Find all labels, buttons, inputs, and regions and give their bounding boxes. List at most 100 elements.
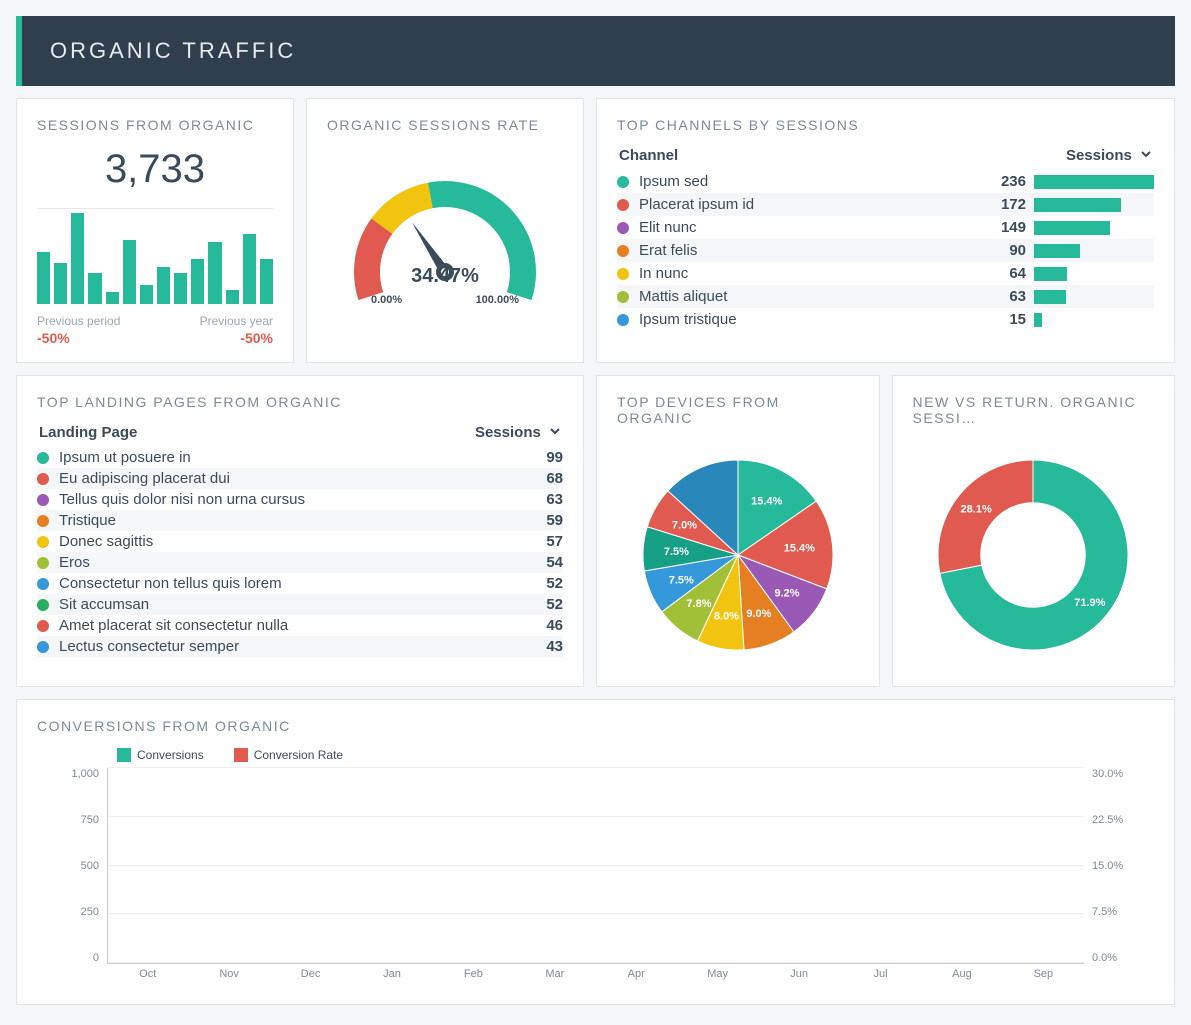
landing-row[interactable]: Consectetur non tellus quis lorem52: [37, 573, 563, 594]
prev-period-value: -50%: [37, 330, 120, 346]
legend-item: Conversion Rate: [234, 748, 343, 762]
channel-row[interactable]: Elit nunc149: [617, 216, 1154, 239]
card-new-return: NEW VS RETURN. ORGANIC SESSI… 71.9%28.1%: [892, 375, 1176, 687]
color-dot: [617, 291, 629, 303]
svg-text:15.4%: 15.4%: [783, 543, 814, 555]
x-label: Sep: [1003, 968, 1084, 988]
landing-row[interactable]: Amet placerat sit consectetur nulla46: [37, 615, 563, 636]
landing-row[interactable]: Tellus quis dolor nisi non urna cursus63: [37, 489, 563, 510]
card-landing: TOP LANDING PAGES FROM ORGANIC Landing P…: [16, 375, 584, 687]
x-label: Jan: [351, 968, 432, 988]
landing-name: Donec sagittis: [59, 533, 523, 550]
color-dot: [37, 641, 49, 653]
channel-bar-wrap: [1034, 221, 1154, 235]
landing-row[interactable]: Eros54: [37, 552, 563, 573]
new-return-title: NEW VS RETURN. ORGANIC SESSI…: [913, 394, 1155, 426]
landing-value: 46: [523, 617, 563, 634]
landing-name: Lectus consectetur semper: [59, 638, 523, 655]
chevron-down-icon: [549, 424, 561, 441]
landing-name: Eros: [59, 554, 523, 571]
channel-bar: [1034, 290, 1066, 304]
grid-line: [108, 913, 1084, 914]
svg-text:9.0%: 9.0%: [746, 608, 771, 620]
sessions-value: 3,733: [37, 147, 273, 192]
landing-name: Amet placerat sit consectetur nulla: [59, 617, 523, 634]
prev-year-label: Previous year: [200, 314, 273, 328]
color-dot: [37, 515, 49, 527]
landing-row[interactable]: Tristique59: [37, 510, 563, 531]
prev-period: Previous period -50%: [37, 314, 120, 346]
y-right-tick: 0.0%: [1092, 952, 1144, 964]
channel-bar-wrap: [1034, 313, 1154, 327]
y-right-tick: 7.5%: [1092, 906, 1144, 918]
spark-bar: [140, 285, 153, 304]
channel-row[interactable]: Mattis aliquet63: [617, 285, 1154, 308]
landing-row[interactable]: Donec sagittis57: [37, 531, 563, 552]
channel-row[interactable]: Erat felis90: [617, 239, 1154, 262]
y-left-tick: 250: [47, 906, 99, 918]
landing-row[interactable]: Sit accumsan52: [37, 594, 563, 615]
channel-bar: [1034, 175, 1154, 189]
channel-value: 64: [976, 265, 1026, 282]
spark-bar: [88, 273, 101, 304]
landing-col-name: Landing Page: [39, 424, 137, 441]
landing-value: 43: [523, 638, 563, 655]
y-left-tick: 0: [47, 952, 99, 964]
legend-swatch: [234, 748, 248, 762]
landing-value: 57: [523, 533, 563, 550]
landing-name: Tellus quis dolor nisi non urna cursus: [59, 491, 523, 508]
color-dot: [37, 494, 49, 506]
landing-name: Consectetur non tellus quis lorem: [59, 575, 523, 592]
spark-bar: [157, 267, 170, 304]
channel-row[interactable]: Placerat ipsum id172: [617, 193, 1154, 216]
channel-bar: [1034, 267, 1067, 281]
landing-row[interactable]: Eu adipiscing placerat dui68: [37, 468, 563, 489]
y-left-tick: 1,000: [47, 768, 99, 780]
spark-bar: [243, 234, 256, 304]
landing-name: Ipsum ut posuere in: [59, 449, 523, 466]
card-devices: TOP DEVICES FROM ORGANIC 15.4% 15.4% 9.2%9…: [596, 375, 880, 687]
devices-title: TOP DEVICES FROM ORGANIC: [617, 394, 859, 426]
spark-bar: [226, 290, 239, 304]
sessions-sparkline: [37, 208, 273, 304]
svg-text:9.2%: 9.2%: [774, 588, 799, 600]
color-dot: [37, 599, 49, 611]
y-right-tick: 30.0%: [1092, 768, 1144, 780]
channel-value: 149: [976, 219, 1026, 236]
page-title: ORGANIC TRAFFIC: [50, 38, 296, 63]
spark-bar: [123, 240, 136, 304]
channel-row[interactable]: In nunc64: [617, 262, 1154, 285]
conversions-title: CONVERSIONS FROM ORGANIC: [37, 718, 1154, 734]
sessions-title: SESSIONS FROM ORGANIC: [37, 117, 273, 133]
svg-text:7.0%: 7.0%: [672, 519, 697, 531]
conversions-chart: 1,0007505002500 30.0%22.5%15.0%7.5%0.0% …: [47, 768, 1144, 988]
spark-bar: [208, 242, 221, 304]
channel-value: 236: [976, 173, 1026, 190]
y-right-tick: 15.0%: [1092, 860, 1144, 872]
color-dot: [617, 245, 629, 257]
landing-row[interactable]: Ipsum ut posuere in99: [37, 447, 563, 468]
spark-bar: [37, 252, 50, 304]
landing-col-value[interactable]: Sessions: [475, 424, 561, 441]
color-dot: [37, 620, 49, 632]
channel-row[interactable]: Ipsum sed236: [617, 170, 1154, 193]
gauge-min: 0.00%: [371, 294, 402, 306]
landing-name: Sit accumsan: [59, 596, 523, 613]
channel-row[interactable]: Ipsum tristique15: [617, 308, 1154, 331]
x-label: Aug: [921, 968, 1002, 988]
landing-value: 54: [523, 554, 563, 571]
channels-col-value[interactable]: Sessions: [1066, 147, 1152, 164]
grid-line: [108, 767, 1084, 768]
card-channels: TOP CHANNELS BY SESSIONS Channel Session…: [596, 98, 1175, 363]
grid-line: [108, 962, 1084, 963]
svg-text:7.5%: 7.5%: [668, 574, 693, 586]
landing-name: Tristique: [59, 512, 523, 529]
gauge-chart: [340, 157, 550, 337]
color-dot: [617, 268, 629, 280]
landing-name: Eu adipiscing placerat dui: [59, 470, 523, 487]
landing-row[interactable]: Lectus consectetur semper43: [37, 636, 563, 657]
conversions-legend: ConversionsConversion Rate: [117, 748, 1154, 762]
svg-text:15.4%: 15.4%: [751, 495, 782, 507]
legend-label: Conversion Rate: [254, 748, 343, 762]
spark-bar: [106, 292, 119, 304]
